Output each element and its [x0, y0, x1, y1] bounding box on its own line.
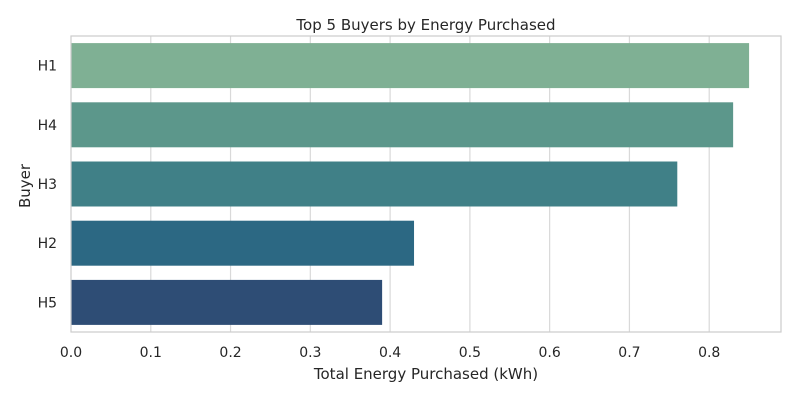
y-axis-label: Buyer [16, 163, 34, 208]
x-tick-label: 0.8 [698, 345, 720, 361]
chart-title: Top 5 Buyers by Energy Purchased [295, 16, 555, 34]
x-axis-label: Total Energy Purchased (kWh) [313, 365, 538, 383]
y-tick-label: H1 [38, 59, 57, 75]
bar-h1 [71, 43, 750, 89]
x-tick-label: 0.1 [140, 345, 162, 361]
bar-h4 [71, 102, 734, 148]
x-tick-labels: 0.0 0.1 0.2 0.3 0.4 0.5 0.6 0.7 0.8 [60, 345, 720, 361]
x-tick-label: 0.0 [60, 345, 82, 361]
x-tick-label: 0.3 [299, 345, 321, 361]
x-tick-label: 0.2 [219, 345, 241, 361]
plot-frame [70, 35, 782, 333]
x-tick-label: 0.5 [459, 345, 481, 361]
x-tick-label: 0.7 [618, 345, 640, 361]
x-tick-label: 0.6 [539, 345, 561, 361]
bar-h3 [71, 161, 678, 207]
bar-h2 [71, 220, 415, 266]
bars [71, 43, 750, 325]
y-tick-label: H3 [38, 177, 57, 193]
y-tick-labels: H1 H4 H3 H2 H5 [38, 59, 58, 312]
y-tick-label: H2 [38, 236, 57, 252]
y-tick-label: H4 [38, 118, 58, 134]
y-tick-label: H5 [38, 295, 57, 311]
x-tick-label: 0.4 [379, 345, 401, 361]
bar-h5 [71, 279, 383, 325]
